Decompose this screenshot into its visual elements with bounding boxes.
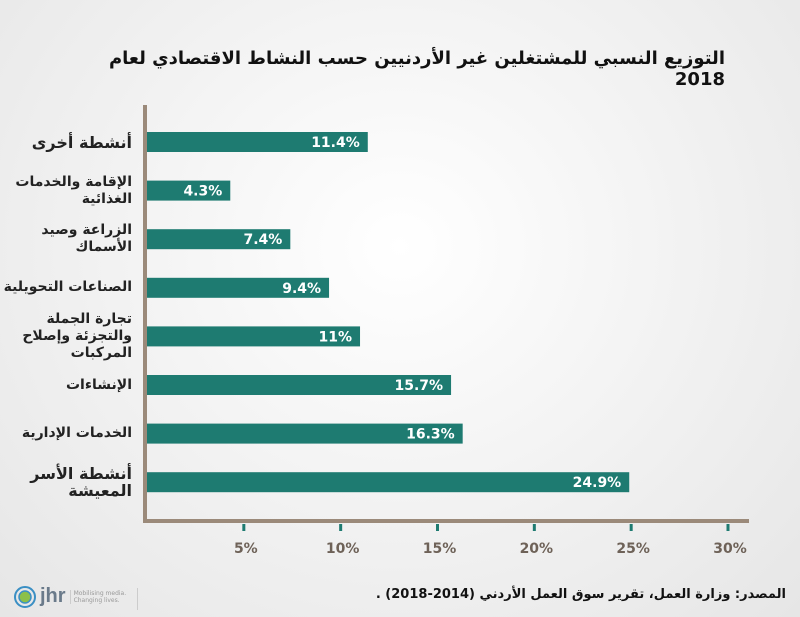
bar-value-label: 15.7% [394, 378, 443, 394]
bar-value-label: 11.4% [311, 135, 360, 151]
x-tick-label: 30% [713, 541, 747, 557]
bar-value-label: 9.4% [282, 281, 321, 297]
category-label: الزراعة وصيد الأسماك [41, 222, 132, 256]
x-tick-label: 25% [616, 541, 650, 557]
bar [147, 423, 463, 444]
x-tick-label: 20% [520, 541, 554, 557]
category-label: الصناعات التحويلية [3, 279, 132, 296]
source-note: المصدر: وزارة العمل، تقرير سوق العمل الأ… [375, 587, 786, 602]
category-label: الإنشاءات [65, 376, 132, 393]
x-tick-label: 15% [423, 541, 457, 557]
chart-title: التوزيع النسبي للمشتغلين غير الأردنيين ح… [108, 48, 725, 90]
bar [147, 277, 330, 298]
bar [147, 375, 452, 395]
bar-value-label: 16.3% [406, 427, 455, 443]
logo-text: jhr [40, 585, 66, 607]
bar [147, 180, 231, 201]
bar-value-label: 24.9% [573, 475, 622, 491]
jhr-logo: jhr Mobilising media. Changing lives. [14, 585, 126, 608]
category-label: تجارة الجملة والتجزئة وإصلاح المركبات [22, 310, 132, 361]
divider [137, 588, 138, 610]
bar [147, 229, 291, 250]
category-label: الخدمات الإدارية [21, 425, 132, 442]
category-label: الإقامة والخدمات الغذائية [15, 173, 132, 207]
tagline-line-1: Mobilising media. [73, 589, 127, 597]
bar-value-label: 4.3% [183, 184, 222, 200]
logo-tagline: Mobilising media. Changing lives. [69, 589, 127, 604]
tagline-line-2: Changing lives. [73, 596, 120, 604]
x-tick-label: 5% [234, 541, 258, 557]
bar-value-label: 7.4% [243, 232, 282, 248]
x-tick-label: 10% [326, 541, 360, 557]
bar [147, 326, 361, 347]
category-label: أنشطة الأسر المعيشة [30, 464, 132, 501]
bar [147, 472, 630, 493]
category-label: أنشطة أخرى [31, 132, 132, 152]
globe-icon [14, 585, 36, 608]
bar-value-label: 11% [319, 329, 353, 345]
bar [147, 132, 368, 152]
